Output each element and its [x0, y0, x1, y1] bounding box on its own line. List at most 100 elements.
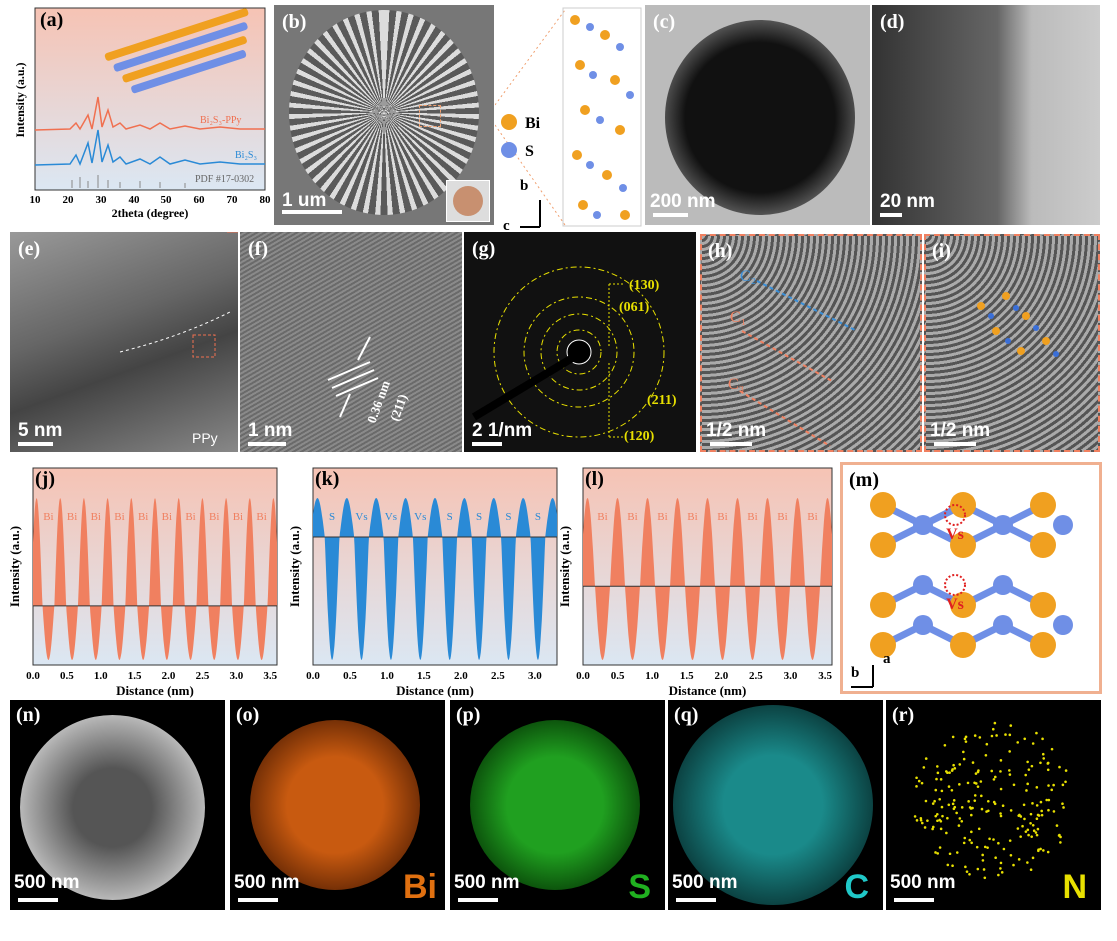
dark-sphere-image [665, 20, 855, 215]
panel-h-label: (h) [708, 240, 733, 262]
s-map-image [470, 720, 640, 890]
tick-label: 2.0 [454, 670, 468, 682]
panel-m-structure: Vs Vs a b (m) [840, 462, 1102, 694]
tick-x: 80 [260, 194, 272, 206]
plane-label: (211) [387, 392, 410, 423]
tick-x: 50 [161, 194, 173, 206]
intensity-profile [583, 498, 832, 660]
pdf-label: PDF #17-0302 [195, 174, 254, 185]
scale-bar [18, 898, 58, 902]
scale-bar [248, 442, 286, 446]
axis-a-label: a [883, 651, 891, 667]
axis-b-label: b [851, 665, 859, 681]
legend-s: S [525, 143, 534, 160]
peak-label: Vs [355, 511, 367, 523]
element-label: N [1062, 868, 1087, 906]
panel-e-label: (e) [18, 238, 41, 260]
scale-bar [894, 898, 934, 902]
s-atom [993, 515, 1013, 535]
c-map-image [673, 705, 873, 905]
tick-label: 0.5 [343, 670, 357, 682]
inset-thumbnail [446, 180, 490, 222]
peak-label: Bi [657, 511, 667, 523]
vs-label: Vs [946, 526, 964, 543]
scale-bar-label: 200 nm [650, 191, 716, 212]
x-axis-title: Distance (nm) [396, 683, 474, 698]
x-axis-title: Distance (nm) [116, 683, 194, 698]
tick-label: 1.5 [680, 670, 694, 682]
panel-o-map-bi: 500 nm Bi (o) [230, 700, 445, 910]
tick-x: 30 [96, 194, 108, 206]
scale-bar [282, 210, 342, 214]
atom-chains [570, 15, 634, 220]
tick-label: 3.5 [818, 670, 832, 682]
scale-bar-label: 5 nm [18, 420, 63, 441]
panel-l-label: (l) [585, 468, 604, 490]
bi-map-image [250, 720, 420, 890]
bi-atom [950, 492, 976, 518]
tick-label: 2.5 [749, 670, 763, 682]
y-axis-title: Intensity (a.u.) [7, 526, 22, 607]
tick-label: 0.0 [26, 670, 40, 682]
s-atom [1053, 515, 1073, 535]
scale-bar-label: 1 nm [248, 420, 293, 441]
element-label: C [844, 868, 869, 906]
panel-q-label: (q) [674, 704, 699, 726]
axis-b-label: b [520, 178, 528, 194]
ppy-boundary [119, 311, 231, 353]
panel-n-label: (n) [16, 704, 41, 726]
scale-bar [18, 442, 53, 446]
zoom-box [192, 334, 216, 358]
scale-bar [676, 898, 716, 902]
tick-label: 1.5 [417, 670, 431, 682]
scale-bar-label: 500 nm [672, 872, 738, 893]
peak-label: Bi [138, 511, 148, 523]
rod-structure-icon [104, 8, 249, 94]
tick-x: 10 [30, 194, 42, 206]
bi-atom [950, 532, 976, 558]
tick-label: 0.0 [306, 670, 320, 682]
scale-bar [238, 898, 278, 902]
peak-label: S [535, 511, 541, 523]
bi-atom [1030, 532, 1056, 558]
ppy-label: PPy [192, 430, 218, 446]
bi-atom [870, 592, 896, 618]
tick-label: 2.0 [162, 670, 176, 682]
panel-a-xrd: Bi₂S₃-PPy Bi₂S₃ PDF #17-0302 10 20 30 40… [10, 5, 272, 225]
c2-label: C₂ [740, 268, 756, 285]
peak-label: S [505, 511, 511, 523]
peak-label: Bi [627, 511, 637, 523]
scale-bar-label: 2 1/nm [472, 420, 533, 441]
bi2s3-curve [34, 129, 265, 166]
vacancy-marker [944, 504, 966, 526]
bi-atom [870, 532, 896, 558]
element-label: Bi [403, 868, 437, 906]
zoom-box [419, 105, 441, 127]
tick-x: 20 [63, 194, 75, 206]
haadf-sphere-image [20, 715, 205, 900]
peak-label: S [329, 511, 335, 523]
peak-label: Bi [185, 511, 195, 523]
s-atom [913, 515, 933, 535]
arrow-icon [357, 336, 371, 361]
crystal-structure: Bi S b c [495, 5, 643, 230]
scale-bar-label: 1/2 nm [930, 420, 991, 441]
panel-i-label: (i) [932, 240, 951, 262]
intensity-profile [313, 498, 557, 660]
scale-bar [934, 442, 976, 446]
panel-q-map-c: 500 nm C (q) [668, 700, 883, 910]
panel-h-lattice: C₂ C₁ C₃ 1/2 nm (h) [700, 234, 922, 452]
bi-atom [870, 492, 896, 518]
s-atom [993, 575, 1013, 595]
panel-p-map-s: 500 nm S (p) [450, 700, 665, 910]
bi-atom [1030, 492, 1056, 518]
c3-label: C₃ [728, 376, 744, 393]
scale-bar-label: 1/2 nm [706, 420, 767, 441]
tick-label: 3.0 [528, 670, 542, 682]
peak-label: Bi [597, 511, 607, 523]
panel-g-label: (g) [472, 238, 496, 260]
legend-bi: Bi [525, 115, 541, 132]
xrd-chart: Bi₂S₃-PPy Bi₂S₃ PDF #17-0302 10 20 30 40… [13, 7, 272, 220]
vs-label: Vs [946, 596, 964, 613]
axis-c-label: c [503, 218, 510, 230]
